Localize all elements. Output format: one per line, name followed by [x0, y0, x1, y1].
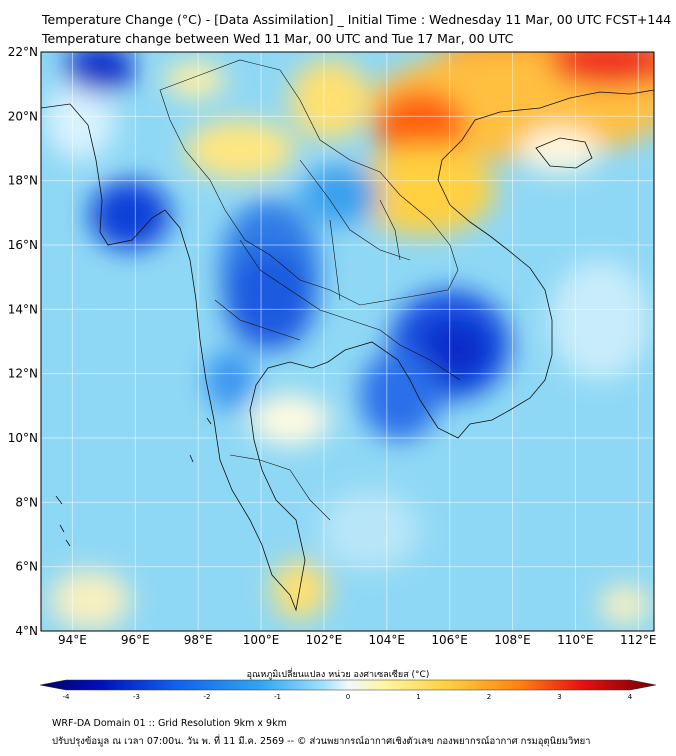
lon-label: 106°E — [431, 633, 468, 647]
lon-label: 100°E — [243, 633, 280, 647]
title-line-1: Temperature Change (°C) - [Data Assimila… — [42, 12, 672, 27]
temperature-change-map: 22°N 20°N 18°N 16°N 14°N 12°N 10°N 8°N 6°N 4°N 94… — [8, 45, 657, 700]
lon-label: 98°E — [184, 633, 213, 647]
colorbar-tick-label: -1 — [274, 693, 281, 700]
temperature-field — [41, 52, 654, 631]
lon-label: 96°E — [121, 633, 150, 647]
colorbar: -4 -3 -2 -1 0 1 2 3 4 — [39, 679, 657, 700]
lat-label: 16°N — [8, 238, 38, 252]
lat-label: 14°N — [8, 302, 38, 316]
colorbar-tick-label: 3 — [557, 693, 561, 700]
lon-label: 102°E — [306, 633, 343, 647]
lat-label: 18°N — [8, 174, 38, 188]
lat-label: 10°N — [8, 431, 38, 445]
lat-label: 6°N — [15, 560, 38, 574]
colorbar-tick-label: 2 — [487, 693, 491, 700]
footer-line-2: ปรับปรุงข้อมูล ณ เวลา 07:00น. วัน พ. ที่… — [52, 736, 591, 747]
latitude-labels: 22°N 20°N 18°N 16°N 14°N 12°N 10°N 8°N 6°N 4°N — [8, 45, 38, 638]
coastlines — [41, 89, 654, 612]
colorbar-tick-label: -2 — [204, 693, 211, 700]
lat-label: 8°N — [15, 495, 38, 509]
lat-label: 4°N — [15, 624, 38, 638]
colorbar-tick-label: -3 — [133, 693, 140, 700]
graticule — [41, 51, 654, 632]
colorbar-tick-label: -4 — [63, 693, 71, 700]
lon-label: 112°E — [620, 633, 657, 647]
borders — [159, 59, 461, 521]
lon-label: 104°E — [369, 633, 406, 647]
lat-label: 12°N — [8, 367, 38, 381]
map-frame — [40, 51, 655, 632]
footer-line-1: WRF-DA Domain 01 :: Grid Resolution 9km … — [52, 718, 287, 729]
colorbar-tick-label: 4 — [628, 693, 633, 700]
lon-label: 94°E — [58, 633, 87, 647]
lon-label: 108°E — [494, 633, 531, 647]
colorbar-tick-label: 1 — [416, 693, 420, 700]
colorbar-label: อุณหภูมิเปลี่ยนแปลง หน่วย องศาเซลเซียส (… — [246, 670, 430, 680]
title-line-2: Temperature change between Wed 11 Mar, 0… — [42, 31, 514, 46]
colorbar-tick-label: 0 — [346, 693, 350, 700]
lat-label: 22°N — [8, 45, 38, 59]
lon-label: 110°E — [557, 633, 594, 647]
lat-label: 20°N — [8, 109, 38, 123]
longitude-labels: 94°E 96°E 98°E 100°E 102°E 104°E 106°E 108°E 110… — [58, 633, 657, 647]
